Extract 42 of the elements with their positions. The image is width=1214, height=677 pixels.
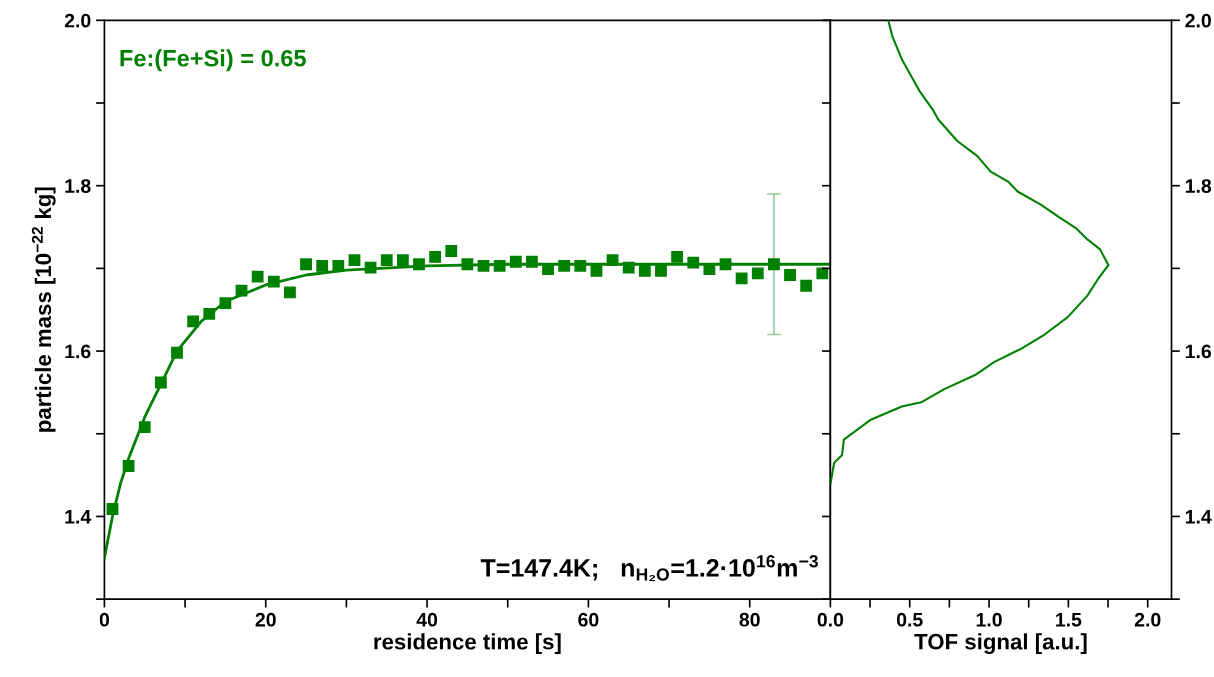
x-tick-label: 2.0 [1134,612,1161,627]
y-axis-title: particle mass [10$^{−22}$ kg] [31,187,56,432]
point [800,279,813,292]
point [445,245,458,257]
x-axis-title: TOF signal [a.u.] [914,633,1087,655]
y-tick-label: 1.8 [1185,179,1212,193]
point [784,269,796,281]
point [316,259,329,272]
point [429,250,442,263]
x-tick-label: 60 [578,612,599,627]
y-tick-label: 1.4 [1185,510,1212,524]
point [348,254,361,267]
x-tick-label: 20 [255,612,276,627]
x-tick-label: 1.0 [976,612,1002,627]
y-tick-label: 1.8 [65,179,91,193]
point [251,270,264,283]
point [671,250,684,263]
line-series [830,20,1110,486]
point [396,254,409,267]
x-tick-label: 0.0 [817,612,844,627]
point [284,286,296,299]
x-axis-title: residence time [s] [374,633,561,654]
point [735,272,748,285]
x-tick-label: 40 [416,612,438,627]
y-tick-label: 2.0 [1185,13,1211,28]
x-tick-label: 80 [739,612,760,627]
point [655,264,667,277]
point [638,264,651,277]
point [380,254,393,267]
x-tick-label: 1.5 [1056,613,1082,627]
y-tick-label: 2.0 [64,13,91,28]
point [187,315,200,328]
y-tick-label: 1.4 [65,510,92,524]
annotation: Fe:(Fe+Si) = 0.65 [120,49,306,72]
annotation: T=147.4K; n$_{H₂O}$=1.2·10$^{16}$m$^{−3}$ [480,555,818,582]
point [816,267,829,280]
point [300,258,312,271]
y-tick-label: 1.6 [1185,344,1212,359]
x-tick-label: 0 [99,612,110,627]
x-tick-label: 0.5 [896,612,923,627]
y-tick-label: 1.6 [65,344,91,359]
point [751,267,764,280]
